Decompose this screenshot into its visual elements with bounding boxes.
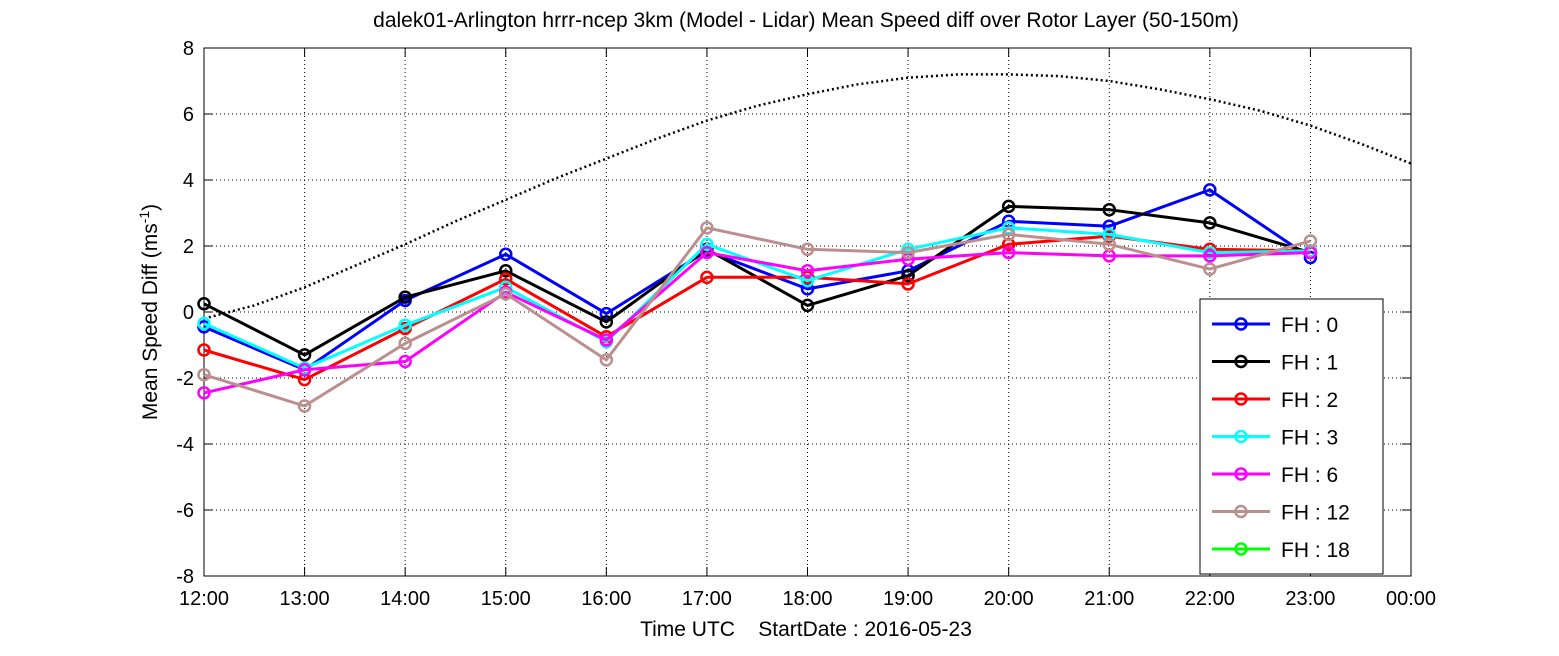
x-tick-label: 18:00 [782, 588, 832, 610]
data-point [197, 367, 211, 382]
legend-label: FH : 0 [1281, 314, 1338, 337]
reference-curve [203, 73, 1412, 320]
data-point [700, 237, 714, 252]
data-point [499, 287, 513, 301]
x-tick-label: 13:00 [280, 588, 330, 610]
x-tick-label: 00:00 [1386, 588, 1436, 610]
data-point [599, 353, 614, 367]
data-point [398, 354, 412, 369]
x-tick-label: 20:00 [984, 588, 1034, 610]
y-axis-label: Mean Speed Diff (ms-1) [136, 204, 162, 420]
chart-title: dalek01-Arlington hrrr-ncep 3km (Model -… [373, 9, 1239, 32]
series-line [203, 226, 1311, 408]
data-point [901, 277, 915, 291]
data-point [1203, 262, 1217, 276]
legend-marker [1234, 467, 1248, 481]
y-tick-label: -2 [176, 368, 194, 390]
y-axis-label-text: Mean Speed Diff (ms [139, 223, 162, 420]
x-tick-label: 16:00 [581, 588, 631, 610]
data-point [800, 242, 815, 257]
legend: FH : 0 FH : 1 FH : 2 FH : 3 FH : 6 FH : 12 FH … [1199, 298, 1384, 575]
data-point [1203, 183, 1217, 197]
series-line [203, 188, 1312, 372]
y-axis-label-close: ) [139, 204, 162, 211]
data-point [197, 386, 211, 400]
data-point [1102, 202, 1116, 217]
legend-label: FH : 18 [1281, 539, 1350, 562]
y-tick-label: 6 [183, 104, 194, 126]
data-point [901, 268, 915, 283]
legend-marker [1234, 354, 1248, 369]
data-point [499, 264, 513, 278]
legend-label: FH : 3 [1281, 427, 1338, 450]
x-tick-label: 19:00 [883, 588, 933, 610]
legend-label: FH : 1 [1281, 352, 1338, 375]
data-point [599, 333, 614, 347]
x-axis-label: Time UTC StartDate : 2016-05-23 [640, 618, 972, 641]
data-point [1203, 249, 1217, 263]
legend-marker [1234, 429, 1248, 444]
x-tick-label: 14:00 [380, 588, 430, 610]
legend-label: FH : 12 [1281, 502, 1350, 525]
data-point [197, 316, 211, 331]
y-tick-label: -8 [176, 566, 194, 588]
data-point [297, 399, 312, 413]
axes: 12:00 13:00 14:00 15:00 16:00 17:00 18:00 19:00… [176, 38, 1436, 610]
data-point [599, 315, 614, 329]
data-point [197, 297, 211, 311]
y-tick-label: 2 [183, 236, 194, 258]
y-axis-label-superscript: -1 [136, 211, 152, 224]
legend-marker [1234, 504, 1248, 519]
series-line [203, 251, 1311, 395]
x-tick-label: 15:00 [481, 588, 531, 610]
series-line [203, 204, 1311, 357]
y-tick-label: -4 [176, 434, 194, 456]
data-point [499, 272, 513, 286]
data-point [297, 348, 312, 362]
data-point [398, 336, 412, 351]
data-point [499, 247, 513, 261]
data-point [1303, 234, 1318, 248]
data-point [901, 245, 915, 260]
x-tick-label: 21:00 [1084, 588, 1134, 610]
data-point [1102, 237, 1116, 252]
data-point [1203, 216, 1217, 230]
x-tick-label: 17:00 [682, 588, 732, 610]
data-point [1001, 227, 1016, 242]
legend-marker [1234, 317, 1248, 331]
series-lines [197, 73, 1412, 413]
series-line [203, 234, 1311, 382]
data-point [398, 290, 412, 304]
y-tick-label: 0 [183, 302, 194, 324]
data-point [599, 306, 614, 321]
x-tick-label: 23:00 [1285, 588, 1335, 610]
y-tick-label: -6 [176, 500, 194, 522]
y-tick-label: 8 [183, 38, 194, 60]
data-point [1001, 199, 1016, 214]
data-point [1001, 245, 1016, 260]
data-point [700, 221, 714, 235]
data-point [800, 298, 815, 313]
y-tick-label: 4 [183, 170, 194, 192]
legend-label: FH : 6 [1281, 464, 1338, 487]
x-tick-label: 12:00 [179, 588, 229, 610]
data-point [197, 343, 211, 357]
legend-marker [1234, 392, 1248, 406]
legend-label: FH : 2 [1281, 389, 1338, 412]
data-point [700, 245, 714, 260]
x-tick-label: 22:00 [1185, 588, 1235, 610]
data-point [398, 318, 412, 332]
legend-marker [1234, 542, 1248, 556]
data-point [700, 270, 714, 285]
data-point [800, 264, 815, 278]
data-point [297, 363, 312, 377]
